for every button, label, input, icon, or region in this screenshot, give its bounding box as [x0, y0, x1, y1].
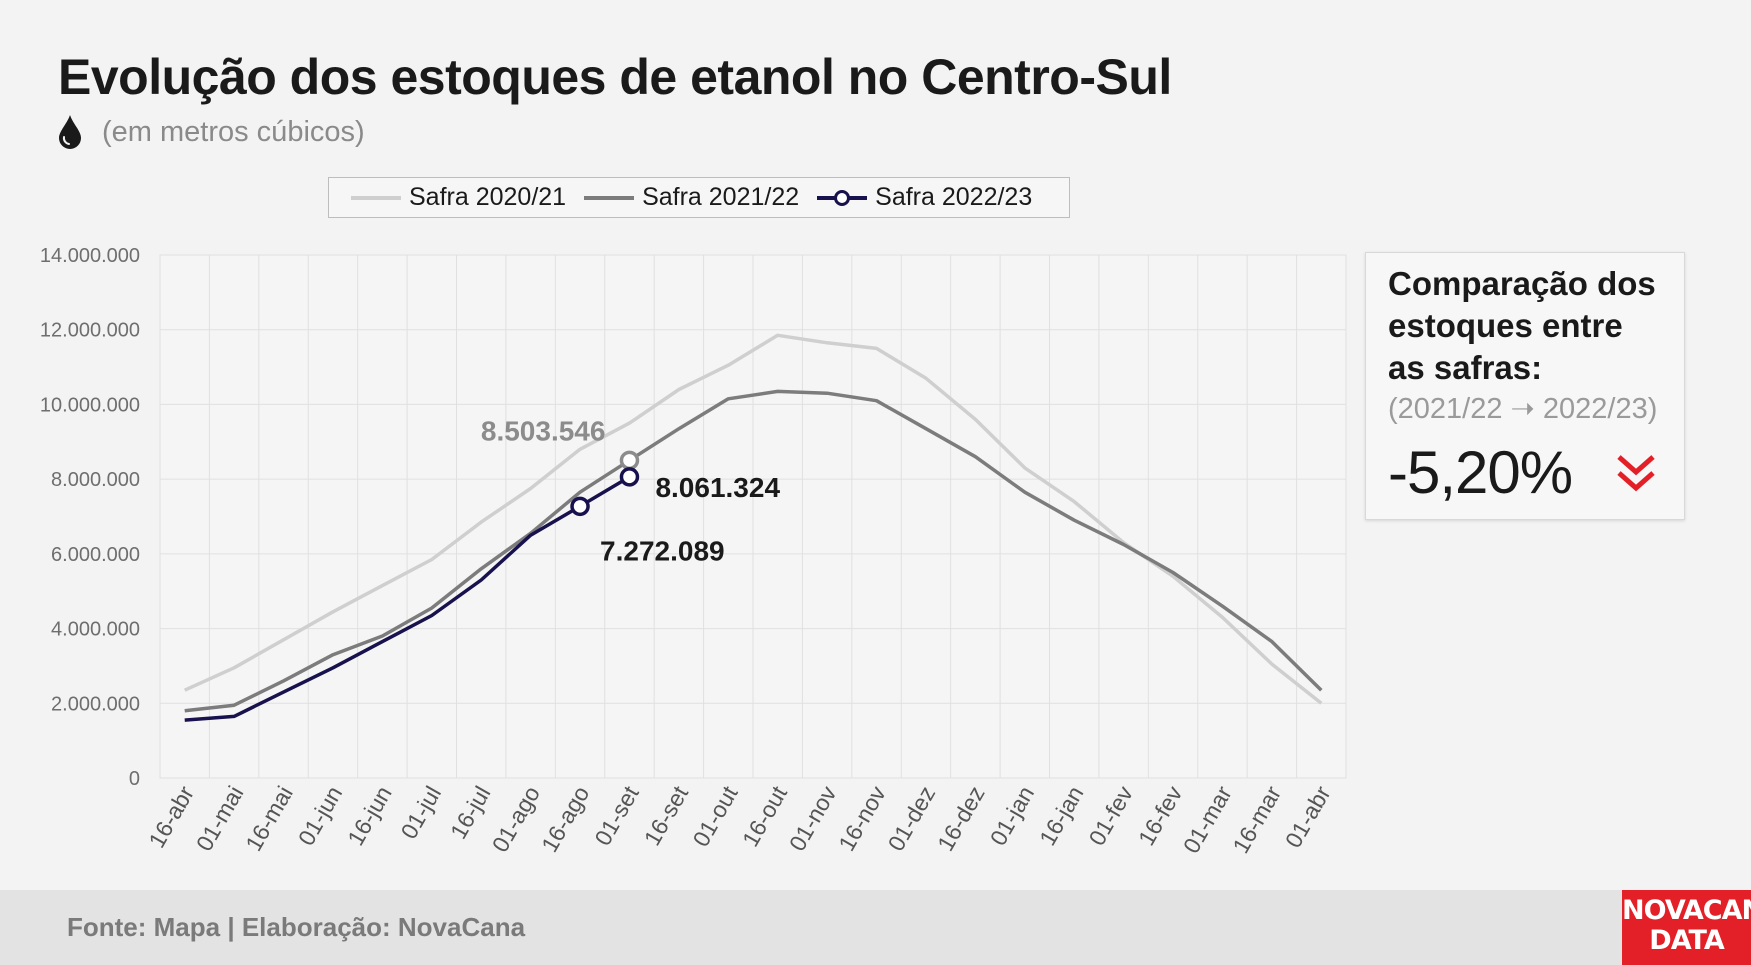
- x-tick-label: 16-jul: [445, 782, 496, 844]
- x-tick-label: 01-out: [687, 781, 742, 851]
- x-tick-label: 16-fev: [1133, 781, 1188, 850]
- annotation-marker: [619, 450, 640, 471]
- legend-line-icon: [584, 195, 635, 200]
- annotation-label: 8.503.546: [481, 415, 606, 446]
- x-tick-label: 01-nov: [784, 781, 842, 855]
- legend-item-2022-23[interactable]: Safra 2022/23: [815, 183, 1032, 212]
- series-line-2: [184, 475, 631, 722]
- novacana-logo: NOVACANA DATA: [1622, 890, 1751, 965]
- legend-line-marker-icon: [817, 189, 868, 206]
- x-tick-label: 01-jan: [985, 782, 1039, 850]
- legend-label: Safra 2022/23: [875, 183, 1033, 211]
- x-tick-label: 16-dez: [932, 782, 990, 856]
- x-tick-label: 01-abr: [1280, 781, 1336, 852]
- y-tick-label: 12.000.000: [40, 320, 140, 342]
- legend-label: Safra 2021/22: [642, 183, 800, 211]
- y-tick-label: 0: [129, 768, 140, 790]
- annotation-label: 8.061.324: [655, 472, 780, 503]
- double-chevron-down-icon: [1617, 454, 1655, 491]
- x-tick-label: 01-fev: [1083, 781, 1138, 850]
- source-text: Fonte: Mapa | Elaboração: NovaCana: [67, 912, 526, 942]
- y-tick-label: 6.000.000: [51, 544, 140, 566]
- x-tick-label: 16-set: [639, 781, 694, 850]
- x-tick-label: 01-ago: [487, 782, 545, 857]
- chart-legend: Safra 2020/21 Safra 2021/22 Safra 2022/2…: [328, 177, 1070, 218]
- annotation-marker: [570, 496, 590, 517]
- y-tick-label: 4.000.000: [51, 619, 140, 641]
- y-tick-label: 8.000.000: [51, 469, 140, 491]
- logo-line-2: DATA: [1649, 925, 1724, 956]
- card-subtitle: (2021/22 ➝ 2022/23): [1388, 393, 1658, 425]
- logo-line-1: NOVACANA: [1622, 895, 1751, 926]
- drop-icon: [59, 115, 81, 149]
- x-tick-label: 01-set: [589, 781, 644, 850]
- annotation-label: 7.272.089: [600, 535, 725, 566]
- legend-label: Safra 2020/21: [409, 183, 567, 211]
- x-tick-label: 16-nov: [833, 781, 891, 855]
- x-tick-label: 16-mar: [1227, 781, 1286, 857]
- x-tick-label: 16-ago: [536, 782, 594, 857]
- series-line-1: [184, 389, 1323, 713]
- chart-title: Evolução dos estoques de etanol no Centr…: [58, 49, 1172, 105]
- x-tick-label: 01-jul: [395, 782, 446, 844]
- legend-item-2021-22[interactable]: Safra 2021/22: [582, 183, 799, 212]
- card-title: Comparação dos estoques entre as safras:: [1388, 265, 1656, 386]
- x-tick-label: 01-mai: [191, 782, 249, 856]
- annotation-marker: [619, 467, 640, 487]
- legend-line-icon: [351, 195, 401, 200]
- chart-subtitle: (em metros cúbicos): [102, 115, 365, 148]
- x-tick-label: 01-jun: [293, 782, 347, 850]
- footer: Fonte: Mapa | Elaboração: NovaCana NOVAC…: [0, 890, 1751, 965]
- x-tick-label: 01-dez: [883, 782, 941, 856]
- x-tick-label: 16-mai: [240, 782, 298, 856]
- legend-item-2020-21[interactable]: Safra 2020/21: [349, 183, 566, 212]
- y-tick-label: 2.000.000: [51, 693, 140, 715]
- x-tick-label: 16-jun: [342, 782, 396, 850]
- comparison-card: Comparação dos estoques entre as safras:…: [1365, 252, 1685, 520]
- card-value: -5,20%: [1388, 439, 1573, 506]
- x-tick-label: 16-jan: [1034, 782, 1088, 850]
- y-tick-label: 14.000.000: [40, 245, 140, 267]
- subtitle-row: (em metros cúbicos): [58, 112, 365, 152]
- y-tick-label: 10.000.000: [40, 394, 140, 416]
- card-value-row: -5,20%: [1388, 438, 1664, 507]
